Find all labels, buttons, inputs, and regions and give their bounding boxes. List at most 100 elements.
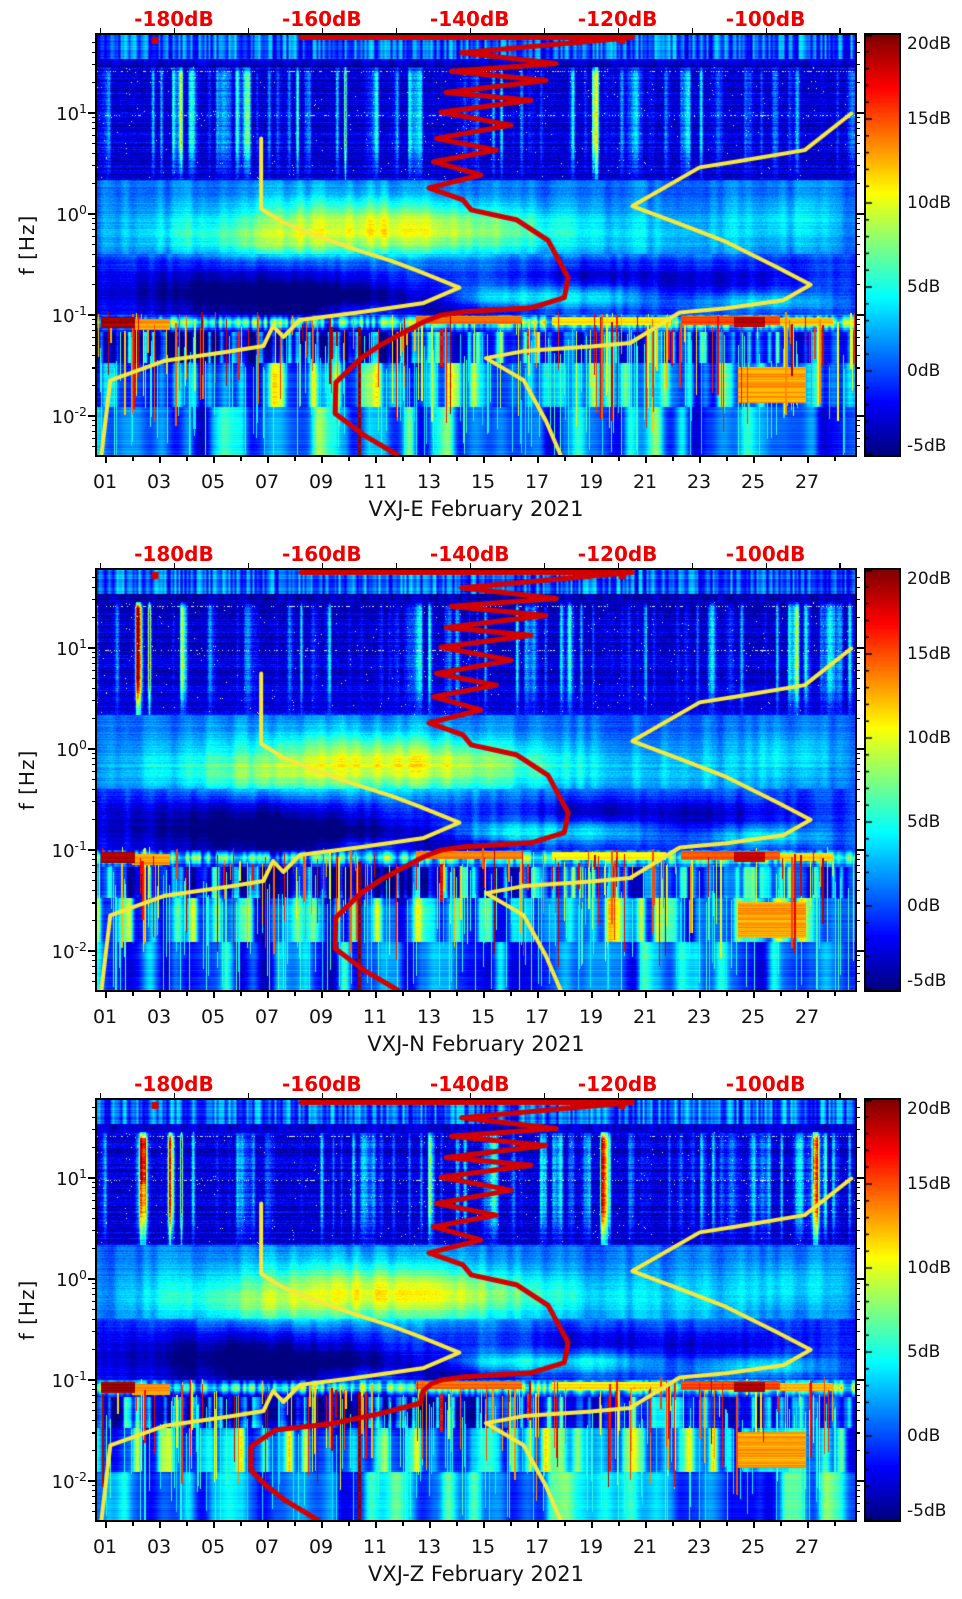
axis-tick-mark xyxy=(240,1522,242,1526)
axis-tick-mark xyxy=(856,1230,860,1232)
x-tick-label: 11 xyxy=(362,471,388,493)
axis-tick-mark xyxy=(856,1395,860,1397)
axis-tick-mark xyxy=(92,1395,96,1397)
axis-tick-mark xyxy=(267,1522,269,1528)
y-tick-base: 10 xyxy=(56,104,80,126)
x-tick-label: 17 xyxy=(524,1006,550,1028)
axis-tick-mark xyxy=(247,1093,250,1099)
colorbar-tick-label: 0dB xyxy=(907,896,941,916)
axis-tick-mark xyxy=(375,992,377,998)
axis-tick-mark xyxy=(856,1485,860,1487)
axis-tick-mark xyxy=(92,617,96,619)
axis-tick-mark xyxy=(88,748,96,750)
axis-tick-mark xyxy=(856,1182,860,1184)
axis-tick-mark xyxy=(856,324,860,326)
axis-tick-mark xyxy=(856,336,860,339)
axis-tick-mark xyxy=(92,223,96,225)
axis-tick-mark xyxy=(856,253,860,255)
x-tick-label: 11 xyxy=(362,1536,388,1558)
x-tick-label: 25 xyxy=(740,1536,766,1558)
axis-tick-mark xyxy=(753,457,755,463)
x-tick-label: 09 xyxy=(308,471,334,493)
x-tick-label: 19 xyxy=(578,1536,604,1558)
axis-tick-mark xyxy=(856,700,860,702)
axis-tick-mark xyxy=(92,1106,96,1109)
axis-tick-mark xyxy=(856,1217,860,1219)
y-tick-base: 10 xyxy=(56,639,80,661)
colorbar-tick-label: -5dB xyxy=(907,971,947,991)
axis-tick-mark xyxy=(856,284,860,286)
axis-tick-mark xyxy=(856,1199,860,1202)
axis-tick-mark xyxy=(92,657,96,659)
axis-tick-mark xyxy=(321,457,323,463)
axis-tick-mark xyxy=(856,920,860,922)
y-tick-label: 100 xyxy=(31,737,87,761)
axis-tick-mark xyxy=(92,253,96,255)
axis-tick-mark xyxy=(456,992,458,996)
axis-tick-mark xyxy=(213,992,215,998)
axis-tick-mark xyxy=(617,1093,620,1099)
axis-tick-mark xyxy=(856,385,860,387)
x-tick-label: 13 xyxy=(416,1006,442,1028)
axis-tick-mark xyxy=(856,748,864,750)
axis-tick-mark xyxy=(483,1522,485,1528)
y-tick-base: 10 xyxy=(56,1169,80,1191)
axis-tick-mark xyxy=(92,420,96,422)
axis-tick-mark xyxy=(92,871,96,874)
colorbar-tick-label: -5dB xyxy=(907,1501,947,1521)
top-axis-db-label: -100dB xyxy=(725,1072,806,1096)
top-axis-db-label: -120dB xyxy=(577,7,658,31)
axis-tick-mark xyxy=(88,1379,96,1381)
colorbar-tick-label: 20dB xyxy=(907,34,952,54)
axis-tick-mark xyxy=(672,992,674,996)
axis-tick-mark xyxy=(856,142,860,145)
x-tick-label: 25 xyxy=(740,1006,766,1028)
axis-tick-mark xyxy=(92,425,96,427)
x-tick-label: 05 xyxy=(200,1536,226,1558)
x-tick-label: 07 xyxy=(254,471,280,493)
axis-tick-mark xyxy=(856,1379,864,1381)
top-axis-db-label: -140dB xyxy=(429,7,510,31)
axis-tick-mark xyxy=(88,1480,96,1482)
axis-tick-mark xyxy=(92,669,96,672)
x-tick-label: 15 xyxy=(470,471,496,493)
axis-tick-mark xyxy=(780,457,782,461)
axis-tick-mark xyxy=(807,1522,809,1528)
axis-tick-mark xyxy=(92,764,96,766)
axis-tick-mark xyxy=(92,1300,96,1303)
axis-tick-mark xyxy=(92,753,96,755)
colorbar-tick-label: 15dB xyxy=(907,1174,952,1194)
x-tick-label: 21 xyxy=(632,1536,658,1558)
colorbar-tick-label: 15dB xyxy=(907,644,952,664)
axis-tick-mark xyxy=(132,457,134,461)
axis-tick-mark xyxy=(240,457,242,461)
axis-tick-mark xyxy=(92,1485,96,1487)
axis-tick-mark xyxy=(856,183,860,185)
y-tick-label: 10-1 xyxy=(31,838,87,862)
y-tick-exponent: 1 xyxy=(79,1166,87,1182)
axis-tick-mark xyxy=(92,1510,96,1513)
axis-tick-mark xyxy=(92,1193,96,1195)
axis-tick-mark xyxy=(537,992,539,998)
axis-tick-mark xyxy=(856,420,860,422)
x-tick-label: 27 xyxy=(794,1006,820,1028)
axis-tick-mark xyxy=(92,235,96,238)
axis-tick-mark xyxy=(159,457,161,463)
axis-tick-mark xyxy=(92,966,96,968)
axis-tick-mark xyxy=(92,652,96,654)
axis-tick-mark xyxy=(92,1182,96,1184)
colorbar-tick-label: 5dB xyxy=(907,812,941,832)
axis-tick-mark xyxy=(92,1129,96,1131)
axis-tick-mark xyxy=(92,1230,96,1232)
y-tick-base: 10 xyxy=(51,1371,75,1393)
axis-tick-mark xyxy=(348,992,350,996)
top-axis-db-label: -160dB xyxy=(281,1072,362,1096)
axis-tick-mark xyxy=(856,788,860,790)
axis-tick-mark xyxy=(856,314,864,316)
axis-tick-mark xyxy=(92,1199,96,1202)
axis-tick-mark xyxy=(856,1349,860,1351)
axis-tick-mark xyxy=(856,770,860,773)
axis-tick-mark xyxy=(856,134,860,137)
axis-tick-mark xyxy=(92,889,96,891)
y-tick-exponent: -1 xyxy=(74,838,87,854)
